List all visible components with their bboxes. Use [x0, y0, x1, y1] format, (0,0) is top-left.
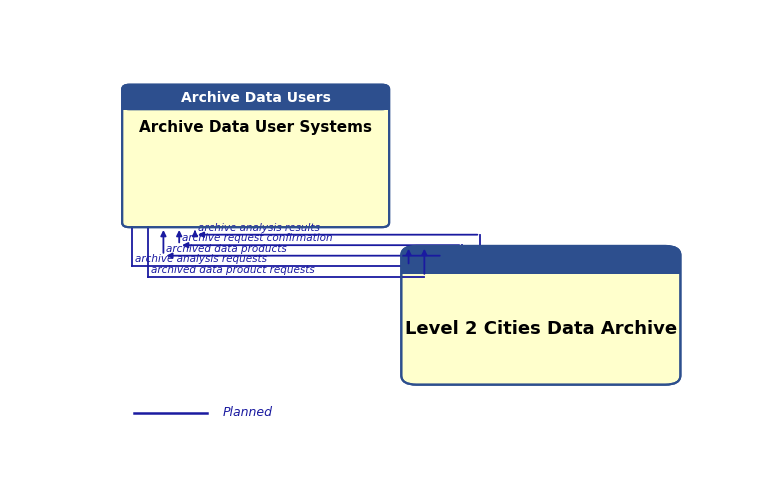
Bar — [402, 260, 680, 274]
Text: Archive Data User Systems: Archive Data User Systems — [139, 120, 372, 135]
FancyBboxPatch shape — [122, 85, 389, 111]
Text: archive request confirmation: archive request confirmation — [182, 233, 333, 244]
FancyBboxPatch shape — [402, 246, 680, 385]
Text: Planned: Planned — [222, 406, 272, 419]
Text: archive analysis results: archive analysis results — [198, 223, 320, 233]
Bar — [122, 97, 389, 111]
FancyBboxPatch shape — [402, 246, 680, 274]
Text: Archive Data Users: Archive Data Users — [181, 91, 330, 105]
Text: archived data product requests: archived data product requests — [150, 265, 315, 275]
Text: archived data products: archived data products — [167, 244, 287, 254]
FancyBboxPatch shape — [122, 85, 389, 227]
Text: Level 2 Cities Data Archive: Level 2 Cities Data Archive — [405, 320, 677, 338]
Text: archive analysis requests: archive analysis requests — [135, 254, 267, 264]
